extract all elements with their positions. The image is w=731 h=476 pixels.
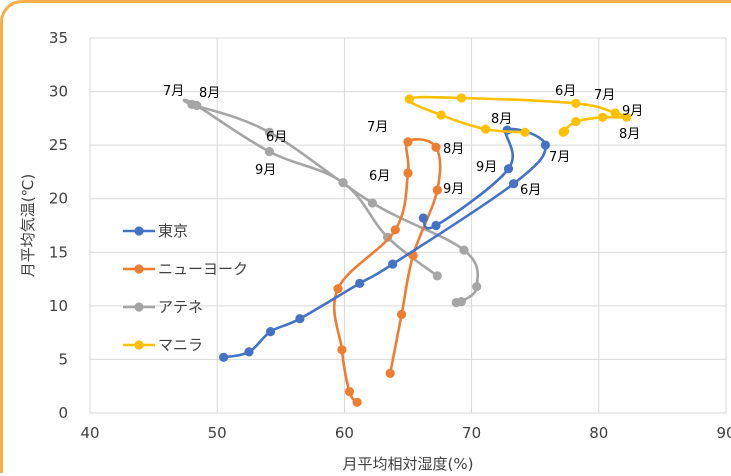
legend-marker <box>134 340 144 350</box>
x-tick-label: 50 <box>208 424 227 442</box>
y-tick-label: 35 <box>49 29 68 47</box>
data-point <box>264 127 274 137</box>
legend-label: アテネ <box>158 298 203 316</box>
month-label: 8月 <box>199 86 220 101</box>
data-point <box>344 387 355 397</box>
month-label: 7月 <box>549 150 570 165</box>
data-point <box>192 100 202 111</box>
data-point <box>352 397 362 407</box>
data-point <box>390 225 400 235</box>
data-point <box>432 185 442 195</box>
data-point <box>622 112 632 122</box>
data-point <box>456 297 466 307</box>
data-point <box>397 309 407 319</box>
legend-item: アテネ <box>123 298 203 316</box>
legend-label: マニラ <box>158 336 203 354</box>
legend-marker <box>134 264 144 274</box>
data-labels: 7月 8月 6月 9月 7月 8月 6月 9月 8月 9月 7月 6月 6月 7月 9月 8月 <box>163 84 643 198</box>
data-point <box>503 164 514 174</box>
y-tick-label: 30 <box>49 83 68 101</box>
y-tick-label: 20 <box>49 190 68 208</box>
y-axis-title: 月平均気温(℃) <box>19 174 37 278</box>
data-point <box>559 126 570 136</box>
month-label: 6月 <box>369 169 390 184</box>
data-point <box>459 245 469 255</box>
series-3 <box>404 93 632 137</box>
y-tick-label: 15 <box>49 243 68 261</box>
data-point <box>431 220 441 231</box>
data-point <box>571 98 581 108</box>
month-label: 8月 <box>619 127 640 142</box>
x-axis-title: 月平均相対湿度(%) <box>343 455 474 473</box>
month-label: 9月 <box>255 163 276 178</box>
legend-marker <box>134 302 144 312</box>
month-label: 9月 <box>622 104 643 119</box>
legend-item: ニューヨーク <box>123 260 248 278</box>
data-point <box>385 368 395 378</box>
x-tick-label: 90 <box>716 424 731 442</box>
month-label: 6月 <box>520 183 541 198</box>
month-label: 7月 <box>594 88 615 103</box>
y-tick-label: 25 <box>49 136 68 154</box>
data-point <box>520 127 530 137</box>
line-chart: 0 5 10 15 20 25 30 35 40 50 60 70 80 90 7月 8月 6月 9月 7月 8月… <box>19 29 731 473</box>
legend-item: 東京 <box>123 222 188 240</box>
data-point <box>456 93 466 103</box>
data-point <box>540 140 551 150</box>
x-tick-labels: 40 50 60 70 80 90 <box>80 424 731 442</box>
legend-label: 東京 <box>158 222 188 240</box>
y-tick-labels: 0 5 10 15 20 25 30 35 <box>49 29 68 422</box>
x-tick-label: 70 <box>462 424 481 442</box>
legend-item: マニラ <box>123 336 203 354</box>
data-point <box>264 147 274 157</box>
data-point <box>333 284 343 294</box>
data-point <box>472 282 482 292</box>
data-point <box>219 352 229 362</box>
data-point <box>432 271 442 281</box>
data-point <box>436 110 446 120</box>
legend-label: ニューヨーク <box>158 260 248 278</box>
data-point <box>418 213 428 223</box>
data-point <box>598 112 608 122</box>
data-point <box>431 142 441 152</box>
data-point <box>367 198 377 208</box>
data-point <box>481 124 491 134</box>
series-2 <box>182 98 482 308</box>
month-label: 9月 <box>443 182 464 197</box>
month-label: 7月 <box>367 120 388 135</box>
data-point <box>509 179 519 189</box>
data-point <box>338 178 348 188</box>
data-point <box>355 278 365 288</box>
data-point <box>388 259 398 269</box>
y-tick-label: 5 <box>58 350 68 368</box>
data-point <box>244 347 254 357</box>
month-label: 6月 <box>266 130 287 145</box>
data-point <box>403 137 413 147</box>
x-tick-label: 60 <box>335 424 354 442</box>
data-point <box>403 168 413 178</box>
legend-marker <box>134 226 144 236</box>
data-point <box>610 108 620 118</box>
month-label: 8月 <box>443 142 464 157</box>
y-tick-label: 0 <box>58 404 68 422</box>
series-0 <box>219 125 551 362</box>
x-tick-label: 80 <box>589 424 608 442</box>
data-point <box>295 314 305 324</box>
month-label: 9月 <box>476 160 497 175</box>
series-lines <box>182 93 632 407</box>
x-tick-label: 40 <box>80 424 99 442</box>
data-point <box>404 94 414 104</box>
month-label: 6月 <box>555 84 576 99</box>
data-point <box>337 345 347 355</box>
y-tick-label: 10 <box>49 297 68 315</box>
data-point <box>266 327 276 337</box>
month-label: 7月 <box>163 84 184 99</box>
month-label: 8月 <box>491 112 512 127</box>
data-point <box>571 117 581 127</box>
series-1 <box>332 137 442 407</box>
